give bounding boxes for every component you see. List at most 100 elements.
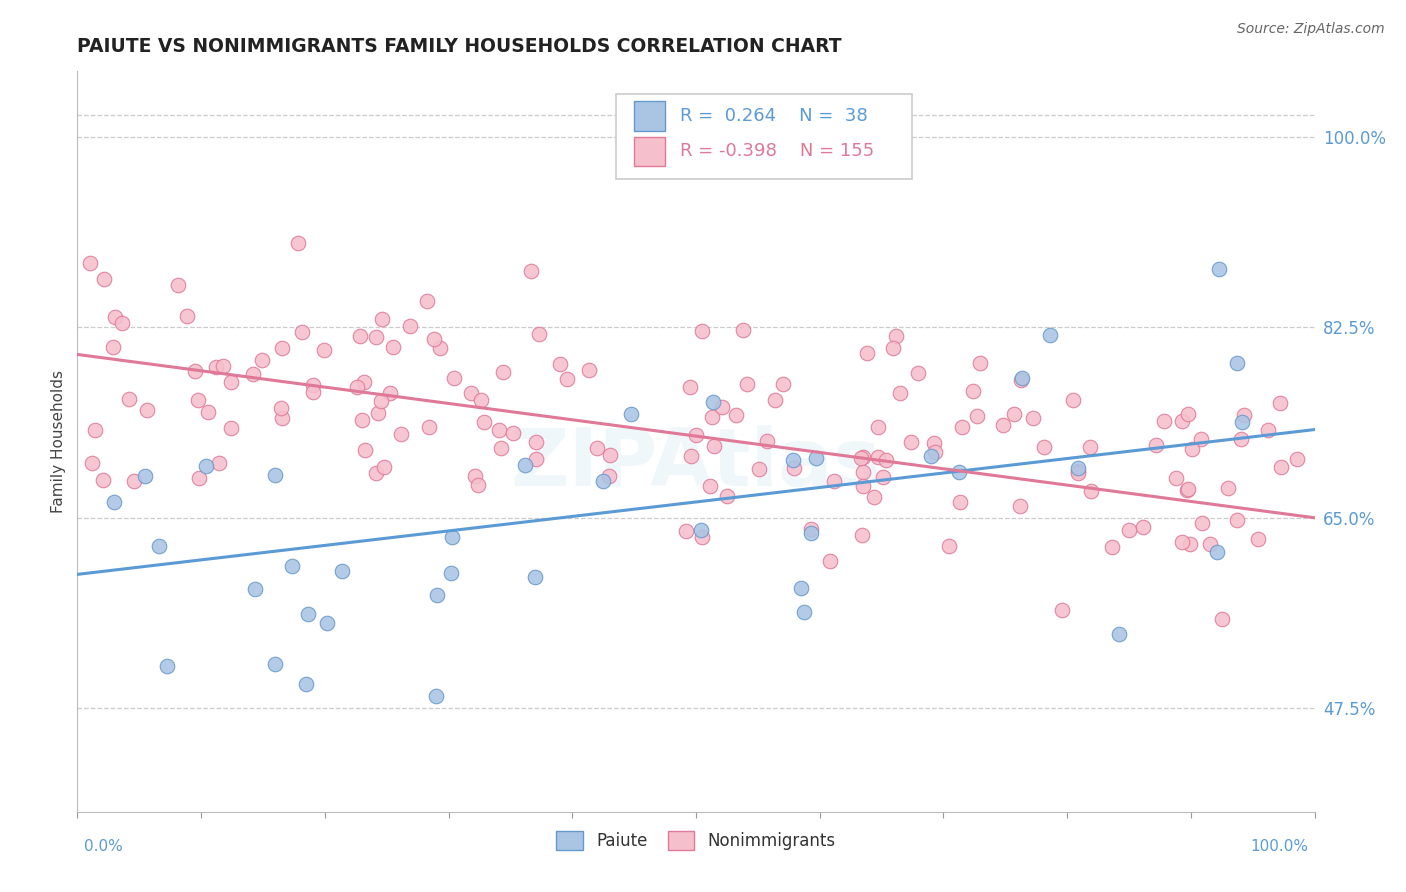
Point: [135, 402, 157, 417]
Point: [219, 375, 242, 389]
Point: [250, 352, 273, 367]
Point: [620, 407, 643, 421]
Point: [382, 339, 405, 353]
Point: [467, 478, 489, 492]
Point: [111, 316, 134, 330]
Point: [692, 530, 714, 544]
Point: [852, 479, 875, 493]
Point: [492, 365, 515, 379]
Point: [1216, 481, 1239, 495]
Point: [783, 460, 806, 475]
Point: [806, 450, 828, 465]
Point: [1191, 516, 1213, 530]
Point: [675, 524, 697, 539]
Point: [80, 457, 103, 471]
Point: [1177, 482, 1199, 496]
Point: [1067, 464, 1090, 478]
Point: [711, 400, 734, 414]
Point: [415, 294, 437, 309]
Point: [868, 419, 890, 434]
Point: [1211, 612, 1233, 626]
Point: [529, 326, 551, 341]
Point: [557, 372, 579, 386]
Point: [290, 325, 312, 339]
Point: [1010, 499, 1032, 513]
Point: [443, 370, 465, 384]
Point: [245, 582, 267, 597]
Point: [772, 376, 794, 391]
Y-axis label: Family Households: Family Households: [51, 370, 66, 513]
Point: [938, 539, 960, 553]
Point: [1011, 370, 1033, 384]
Point: [1270, 460, 1292, 475]
Point: [429, 341, 451, 355]
Point: [689, 523, 711, 537]
Point: [1132, 520, 1154, 534]
Point: [599, 449, 621, 463]
Point: [370, 394, 392, 409]
Point: [875, 453, 897, 467]
Point: [1257, 423, 1279, 437]
Point: [380, 385, 402, 400]
Point: [1164, 471, 1187, 485]
Point: [208, 456, 231, 470]
Point: [520, 264, 543, 278]
Point: [1226, 513, 1249, 527]
Point: [367, 406, 389, 420]
Point: [270, 401, 292, 415]
Point: [1062, 392, 1084, 407]
Text: 100.0%: 100.0%: [1250, 839, 1309, 854]
Point: [1268, 396, 1291, 410]
Point: [924, 445, 946, 459]
Point: [93, 271, 115, 285]
Point: [800, 522, 823, 536]
Point: [460, 385, 482, 400]
Point: [1177, 407, 1199, 421]
Point: [91, 473, 114, 487]
Point: [271, 342, 294, 356]
Point: [464, 469, 486, 483]
Point: [502, 426, 524, 441]
Point: [949, 495, 972, 509]
Bar: [634, 136, 665, 166]
Point: [900, 434, 922, 449]
Point: [264, 657, 287, 672]
Point: [703, 439, 725, 453]
Point: [548, 357, 571, 371]
Point: [370, 311, 392, 326]
Point: [1078, 440, 1101, 454]
Point: [578, 362, 600, 376]
Point: [523, 569, 546, 583]
Point: [748, 462, 770, 476]
Point: [586, 441, 609, 455]
Point: [969, 356, 991, 370]
Point: [737, 376, 759, 391]
Point: [264, 468, 287, 483]
Point: [183, 364, 205, 378]
Point: [353, 376, 375, 390]
Point: [104, 310, 127, 324]
Point: [330, 564, 353, 578]
Point: [763, 392, 786, 407]
Point: [167, 278, 190, 293]
Point: [83, 423, 105, 437]
Point: [1247, 532, 1270, 546]
Point: [1067, 461, 1090, 475]
Point: [426, 588, 449, 602]
Legend: Paiute, Nonimmigrants: Paiute, Nonimmigrants: [550, 824, 842, 856]
Point: [1205, 545, 1227, 559]
Point: [440, 566, 463, 581]
Point: [849, 451, 872, 466]
Point: [685, 428, 707, 442]
Point: [1002, 407, 1025, 421]
Point: [297, 607, 319, 621]
Point: [1050, 602, 1073, 616]
Point: [1226, 357, 1249, 371]
Point: [907, 366, 929, 380]
Point: [1230, 415, 1253, 429]
Point: [1118, 523, 1140, 537]
Point: [354, 442, 377, 457]
Point: [79, 256, 101, 270]
Point: [1039, 328, 1062, 343]
Point: [219, 421, 242, 435]
